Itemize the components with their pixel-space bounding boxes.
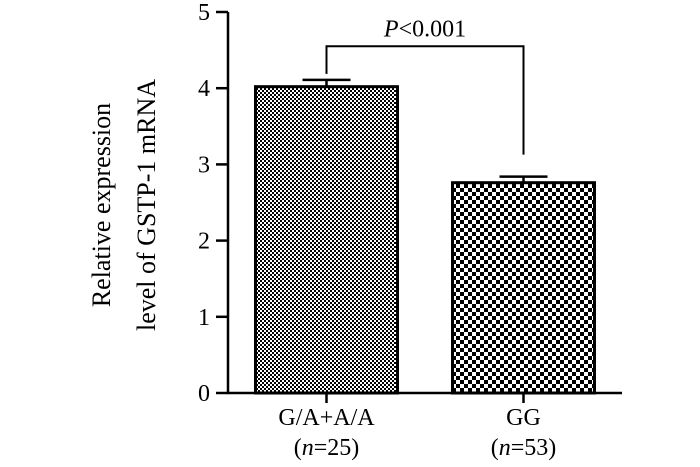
category-n-label-0: (n=25) — [294, 435, 360, 461]
significance-p-value: <0.001 — [399, 16, 467, 42]
x-category-labels: G/A+A/A GG (n=25) (n=53) — [278, 405, 556, 461]
y-tick-label-2: 2 — [198, 229, 210, 255]
x-axis-ticks — [325, 393, 525, 403]
category-n-symbol-0: n — [302, 435, 314, 461]
y-axis-title: Relative expression level of GSTP-1 mRNA — [87, 79, 161, 331]
significance-annotation: P<0.001 — [325, 16, 525, 155]
category-n-open-1: ( — [491, 435, 499, 461]
bar-1 — [451, 181, 596, 395]
error-bars — [302, 78, 548, 183]
y-tick-label-3: 3 — [198, 152, 210, 178]
category-n-open-0: ( — [294, 435, 302, 461]
category-label-1: GG — [506, 405, 541, 431]
bar-0 — [254, 85, 399, 395]
bars — [254, 85, 596, 395]
category-n-symbol-1: n — [499, 435, 511, 461]
category-label-0: G/A+A/A — [278, 405, 375, 431]
y-tick-label-0: 0 — [198, 381, 210, 407]
y-tick-label-5: 5 — [198, 0, 210, 26]
y-axis-ticks: 0 1 2 3 4 5 — [198, 0, 228, 407]
significance-label: P<0.001 — [383, 16, 466, 42]
category-n-value-1: =53) — [511, 435, 557, 461]
y-axis-title-line-1: Relative expression — [87, 103, 116, 307]
y-tick-label-4: 4 — [198, 76, 210, 102]
y-tick-label-1: 1 — [198, 305, 210, 331]
category-n-value-0: =25) — [314, 435, 360, 461]
significance-p-symbol: P — [383, 16, 399, 42]
significance-bracket — [325, 45, 525, 155]
category-n-label-1: (n=53) — [491, 435, 557, 461]
y-axis-title-line-2: level of GSTP-1 mRNA — [132, 79, 161, 331]
